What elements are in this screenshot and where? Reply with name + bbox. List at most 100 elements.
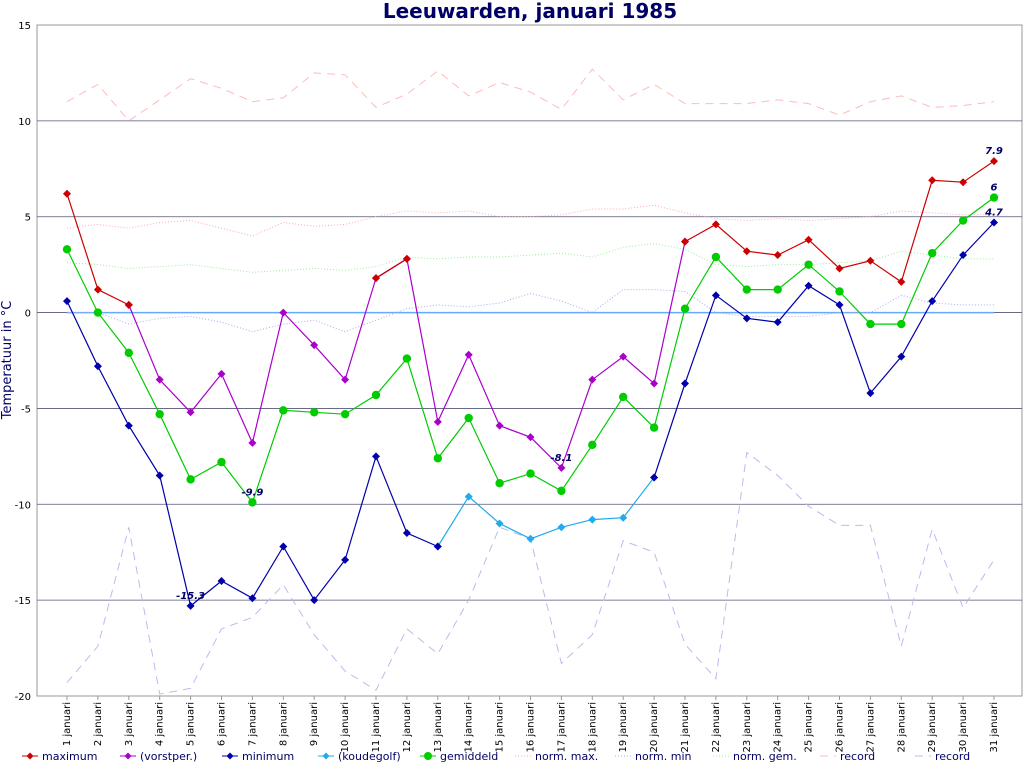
point-7: [248, 594, 257, 603]
point-16: [526, 534, 535, 543]
point-14: [464, 350, 473, 359]
point-10: [341, 555, 350, 564]
point-15: [495, 478, 504, 488]
point-30: [959, 178, 968, 187]
x-tick-17: 17 januari: [556, 702, 567, 753]
y-tick-0: 0: [25, 309, 31, 320]
point-6: [217, 576, 226, 585]
legend-item-4: gemiddeld: [420, 750, 498, 763]
x-tick-19: 19 januari: [618, 702, 629, 753]
series-8-record: [66, 68, 995, 122]
point-27: [866, 256, 875, 265]
legend-item-8: record: [820, 750, 875, 763]
point-25: [804, 260, 813, 269]
point-15: [495, 519, 504, 528]
y-tick--5: -5: [21, 404, 31, 415]
point-2: [93, 362, 102, 371]
point-17: [557, 486, 566, 496]
point-27: [866, 389, 875, 398]
point-25: [804, 281, 813, 290]
point-28: [897, 319, 906, 329]
point-20: [649, 423, 659, 432]
point-26: [835, 264, 844, 273]
y-tick-labels: 15 10 5 0 -5 -10 -15 -20: [15, 21, 31, 703]
point-4: [155, 471, 164, 480]
point-15: [495, 421, 504, 430]
point-18: [588, 440, 597, 450]
point-31: [989, 193, 999, 202]
y-tick-5: 5: [25, 213, 31, 224]
series-line-segment-0: [67, 289, 994, 333]
point-31: [990, 157, 998, 166]
point-20: [650, 379, 659, 388]
point-2: [93, 285, 102, 294]
point-6: [217, 369, 226, 378]
legend-label: (vorstper.): [140, 750, 197, 763]
point-10: [341, 375, 350, 384]
data-label-1: -15.3: [176, 591, 205, 602]
legend-swatch-marker: [124, 752, 132, 760]
x-tick-7: 7 januari: [247, 702, 258, 746]
legend-item-3: (koudegolf): [318, 750, 401, 763]
legend-label: minimum: [242, 750, 294, 763]
point-24: [773, 251, 782, 260]
x-tick-1: 1 januari: [62, 702, 73, 746]
point-20: [650, 473, 659, 482]
point-30: [958, 216, 968, 225]
point-19: [619, 352, 628, 361]
point-4: [155, 375, 164, 384]
x-tick-6: 6 januari: [217, 702, 228, 746]
point-23: [742, 285, 751, 294]
legend-label: gemiddeld: [440, 750, 498, 763]
series-0-maximum: [63, 157, 998, 309]
y-tick-10: 10: [18, 117, 31, 128]
point-1: [63, 297, 71, 306]
series-line-segment-0: [66, 204, 994, 237]
point-3: [124, 348, 133, 358]
series-2-minimum: [63, 218, 998, 610]
x-tick-4: 4 januari: [155, 702, 166, 746]
legend-item-2: minimum: [222, 750, 294, 763]
point-22: [711, 291, 720, 300]
x-tick-22: 22 januari: [711, 702, 722, 753]
x-tick-25: 25 januari: [804, 702, 815, 753]
x-tick-16: 16 januari: [526, 702, 537, 753]
point-28: [897, 352, 906, 361]
legend-item-6: norm. min: [615, 750, 692, 763]
x-tick-9: 9 januari: [309, 702, 320, 746]
legend-label: maximum: [42, 750, 97, 763]
x-tick-29: 29 januari: [927, 702, 938, 753]
x-tick-5: 5 januari: [186, 702, 197, 746]
point-16: [526, 433, 535, 442]
series-line-segment-0: [66, 68, 995, 122]
point-21: [681, 379, 689, 388]
point-29: [928, 297, 937, 306]
point-6: [217, 457, 226, 467]
x-tick-14: 14 januari: [464, 702, 475, 753]
x-tick-3: 3 januari: [124, 702, 135, 746]
point-12: [402, 529, 411, 538]
legend-swatch-marker: [322, 752, 330, 760]
point-31: [990, 218, 998, 227]
x-tick-30: 30 januari: [958, 702, 969, 753]
x-tick-10: 10 januari: [340, 702, 351, 753]
series-6-norm-min: [67, 289, 994, 333]
point-19: [619, 392, 628, 402]
data-label-5: 4.7: [984, 207, 1003, 218]
point-14: [464, 413, 473, 423]
legend: maximum (vorstper.) minimum (koudegolf) gemi…: [22, 750, 970, 763]
point-11: [371, 390, 381, 400]
series-line-segment-1: [653, 222, 995, 478]
legend-label: norm. min: [635, 750, 692, 763]
point-8: [279, 542, 288, 551]
point-2: [93, 308, 103, 317]
x-tick-21: 21 januari: [680, 702, 691, 753]
x-tick-12: 12 januari: [402, 702, 413, 753]
plot-area: [62, 68, 999, 695]
legend-item-5: norm. max.: [515, 750, 598, 763]
point-29: [928, 248, 937, 258]
x-tick-8: 8 januari: [278, 702, 289, 746]
point-13: [433, 542, 442, 551]
point-5: [186, 475, 195, 484]
